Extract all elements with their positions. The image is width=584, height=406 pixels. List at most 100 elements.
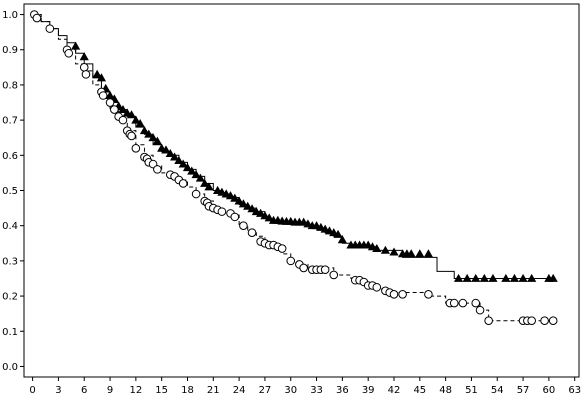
censor-marker <box>247 204 257 213</box>
x-tick-label: 63 <box>568 385 581 396</box>
x-tick-label: 51 <box>465 385 478 396</box>
censor-marker <box>178 179 188 188</box>
censor-marker <box>423 249 434 258</box>
censor-marker <box>96 73 107 82</box>
censor-marker <box>415 249 425 258</box>
censor-marker <box>230 212 240 222</box>
x-tick-label: 15 <box>155 385 168 396</box>
censor-marker <box>329 270 339 280</box>
x-tick-label: 54 <box>491 385 504 396</box>
x-tick-label: 30 <box>284 385 297 396</box>
censor-marker <box>389 247 399 256</box>
x-tick-label: 3 <box>55 385 61 396</box>
y-tick-label: 0.9 <box>2 45 18 56</box>
censor-marker <box>79 63 89 72</box>
x-tick-label: 9 <box>107 385 113 396</box>
series-1 <box>32 14 558 282</box>
censor-marker <box>195 173 205 182</box>
censor-marker <box>462 273 472 282</box>
censor-marker <box>148 133 158 142</box>
censor-marker <box>488 273 498 282</box>
y-tick-label: 0.2 <box>2 292 18 303</box>
censor-marker <box>217 207 227 216</box>
censor-marker <box>135 119 145 128</box>
x-tick-label: 57 <box>517 385 530 396</box>
censor-marker <box>182 163 193 172</box>
censor-marker <box>484 316 493 325</box>
censor-marker <box>449 298 459 308</box>
series-layer <box>30 10 558 325</box>
x-tick-label: 45 <box>413 385 426 396</box>
x-tick-label: 33 <box>310 385 323 396</box>
censor-marker <box>380 245 390 254</box>
censor-marker <box>191 189 201 199</box>
censor-marker <box>178 159 188 168</box>
y-tick-label: 0.6 <box>2 151 18 162</box>
censor-marker <box>458 298 468 308</box>
censor-marker <box>81 70 91 79</box>
survival-curve <box>32 14 554 279</box>
censor-marker <box>501 273 511 282</box>
censor-marker <box>527 316 536 325</box>
censor-marker <box>152 136 162 145</box>
censor-marker <box>165 148 175 158</box>
x-tick-label: 12 <box>129 385 142 396</box>
censor-marker <box>161 145 171 154</box>
censor-marker <box>230 193 240 202</box>
y-axis: 0.0 0.1 0.2 0.3 0.4 0.5 0.6 0.7 0.8 0.9 1.0 <box>2 10 24 373</box>
censor-marker <box>398 290 407 299</box>
y-tick-label: 0.5 <box>2 186 18 197</box>
censor-marker <box>92 69 102 78</box>
censor-marker <box>475 305 485 315</box>
censor-marker <box>299 263 308 273</box>
x-tick-label: 0 <box>29 385 35 396</box>
x-tick-label: 24 <box>233 385 246 396</box>
censor-marker <box>337 235 347 244</box>
censor-marker <box>372 282 382 292</box>
censor-marker <box>527 273 537 282</box>
censor-marker <box>144 129 154 138</box>
censor-marker <box>110 105 119 114</box>
censor-marker <box>239 221 248 230</box>
censor-marker <box>98 91 108 100</box>
censor-marker <box>471 273 481 282</box>
y-tick-label: 1.0 <box>2 10 18 21</box>
censor-marker <box>333 229 343 238</box>
y-tick-label: 0.8 <box>2 80 18 91</box>
x-tick-label: 27 <box>259 385 272 396</box>
censor-marker <box>126 110 137 119</box>
censor-marker <box>187 166 197 175</box>
censor-marker <box>204 182 214 191</box>
censor-marker <box>548 316 558 325</box>
censor-marker <box>105 98 115 107</box>
censor-marker <box>139 126 150 135</box>
censor-marker <box>127 131 136 141</box>
x-tick-label: 60 <box>543 385 556 396</box>
x-tick-label: 18 <box>181 385 194 396</box>
censor-marker <box>64 48 74 58</box>
censor-marker <box>518 273 528 282</box>
y-tick-label: 0.4 <box>2 221 18 232</box>
y-tick-label: 0.0 <box>2 362 18 373</box>
censor-marker <box>389 290 399 299</box>
censor-marker <box>471 298 481 308</box>
x-tick-label: 48 <box>439 385 452 396</box>
x-tick-label: 6 <box>81 385 87 396</box>
censor-marker <box>131 115 141 124</box>
series-2 <box>30 10 558 325</box>
censor-marker <box>118 115 128 125</box>
censor-marker <box>105 90 115 99</box>
censor-marker <box>286 256 296 266</box>
censor-marker <box>406 249 416 258</box>
censor-marker <box>153 165 162 174</box>
censor-marker <box>320 265 330 274</box>
censor-marker <box>453 273 464 282</box>
censor-marker <box>169 152 180 161</box>
y-tick-label: 0.1 <box>2 327 18 338</box>
censor-marker <box>174 155 184 165</box>
y-tick-label: 0.3 <box>2 256 18 267</box>
censor-marker <box>479 273 489 282</box>
censor-marker <box>45 24 55 33</box>
censor-marker <box>424 290 433 299</box>
